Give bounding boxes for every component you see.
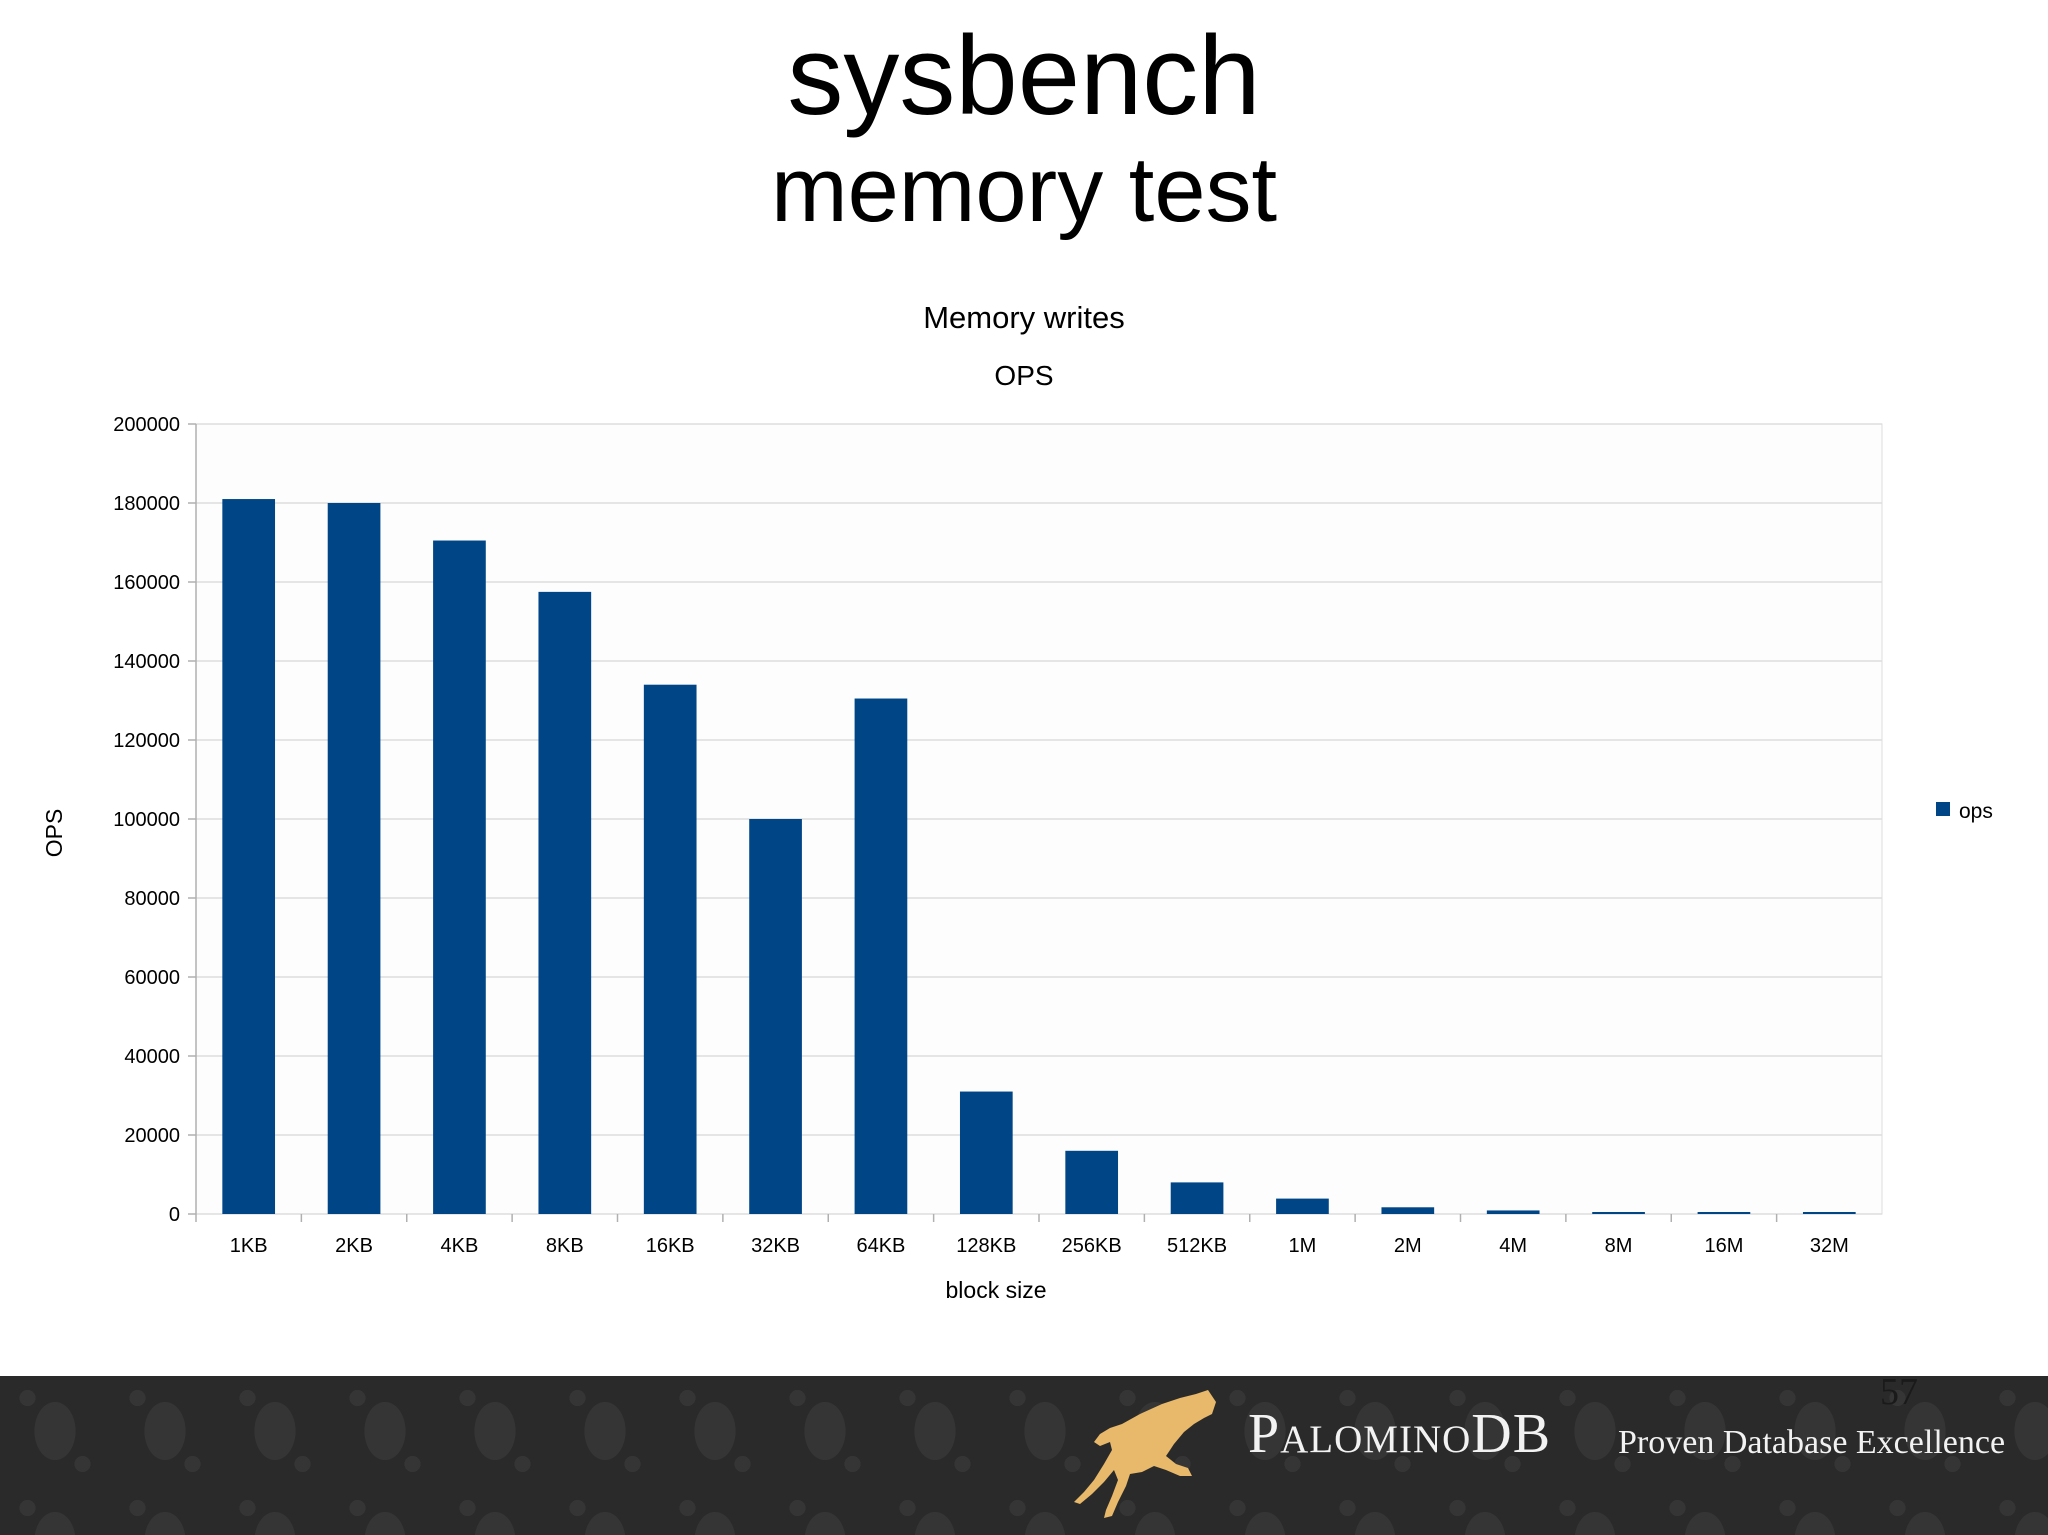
bar-64KB xyxy=(854,698,908,1214)
bar-4M xyxy=(1486,1210,1540,1214)
x-tick-label: 4M xyxy=(1499,1235,1527,1257)
slide-title-main: sysbench xyxy=(787,13,1261,138)
chart-subtitle: OPS xyxy=(994,360,1053,391)
y-tick-label: 40000 xyxy=(124,1046,180,1068)
x-tick-label: 2KB xyxy=(335,1235,373,1257)
bar-4KB xyxy=(433,540,486,1214)
x-tick-label: 1KB xyxy=(230,1235,268,1257)
brand-name: PalominoDB xyxy=(1248,1403,1552,1465)
x-tick-label: 1M xyxy=(1289,1235,1317,1257)
x-tick-label: 32KB xyxy=(751,1235,800,1257)
plot-area: 0 20000 40000 60000 80000 100000 120000 140000 1… xyxy=(113,414,1883,1257)
y-tick-label: 160000 xyxy=(113,572,180,594)
chart-title: Memory writes xyxy=(923,300,1125,335)
bar-128KB xyxy=(959,1091,1013,1214)
legend-label: ops xyxy=(1959,800,1993,823)
x-tick-label: 16M xyxy=(1704,1235,1743,1257)
bar-1KB xyxy=(222,499,276,1214)
bar-1M xyxy=(1276,1198,1329,1214)
x-tick-label: 32M xyxy=(1810,1235,1849,1257)
y-tick-label: 60000 xyxy=(124,967,180,989)
x-tick-label: 16KB xyxy=(646,1235,695,1257)
bar-512KB xyxy=(1170,1182,1224,1214)
bar-256KB xyxy=(1065,1150,1119,1214)
bar-16M xyxy=(1697,1212,1751,1214)
y-axis-label: OPS xyxy=(41,809,67,858)
bar-8KB xyxy=(538,591,592,1214)
y-tick-label: 140000 xyxy=(113,651,180,673)
x-tick-label: 4KB xyxy=(441,1235,479,1257)
footer-banner xyxy=(0,1376,2048,1535)
x-axis-label: block size xyxy=(946,1277,1047,1303)
bar-32M xyxy=(1802,1212,1856,1214)
x-tick-label: 512KB xyxy=(1167,1235,1227,1257)
bar-16KB xyxy=(643,684,697,1214)
x-tick-label: 2M xyxy=(1394,1235,1422,1257)
page-number: 57 xyxy=(1880,1371,1918,1413)
x-tick-label: 64KB xyxy=(856,1235,905,1257)
bar-2M xyxy=(1381,1207,1435,1214)
brand-tagline: Proven Database Excellence xyxy=(1618,1424,2006,1461)
y-tick-label: 0 xyxy=(169,1204,180,1226)
y-tick-label: 200000 xyxy=(113,414,180,436)
y-tick-label: 120000 xyxy=(113,730,180,752)
x-tick-label: 8M xyxy=(1605,1235,1633,1257)
x-tick-label: 256KB xyxy=(1062,1235,1122,1257)
bar-32KB xyxy=(749,819,802,1214)
y-tick-label: 20000 xyxy=(124,1125,180,1147)
y-tick-label: 80000 xyxy=(124,888,180,910)
legend-swatch xyxy=(1936,802,1950,816)
x-tick-label: 128KB xyxy=(956,1235,1016,1257)
y-tick-label: 180000 xyxy=(113,493,180,515)
horse-icon xyxy=(1074,1390,1216,1518)
bar-2KB xyxy=(327,503,381,1214)
slide-title: sysbench memory test xyxy=(0,13,2048,241)
y-tick-label: 100000 xyxy=(113,809,180,831)
slide-subtitle: memory test xyxy=(770,139,1278,241)
bar-8M xyxy=(1592,1212,1645,1214)
bar-chart: Memory writes OPS 0 20000 40000 60000 80000 1… xyxy=(41,300,1993,1303)
x-tick-label: 8KB xyxy=(546,1235,584,1257)
